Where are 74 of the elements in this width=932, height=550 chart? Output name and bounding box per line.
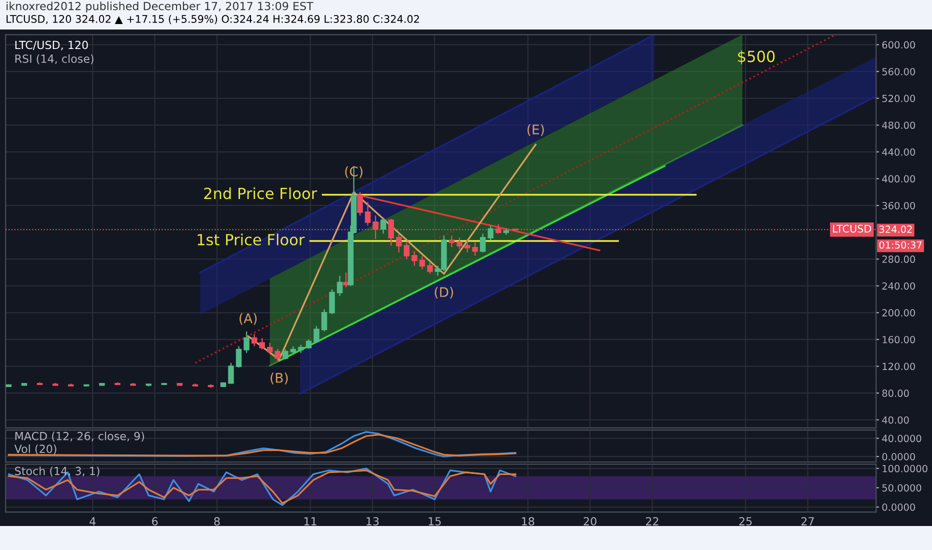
y-tick-label: 80.00	[882, 390, 909, 397]
y-tick-label: 50.0000	[882, 484, 922, 492]
y-tick-label: 240.00	[882, 282, 916, 290]
candlestick	[427, 262, 433, 274]
y-tick-label: 0.0000	[882, 504, 916, 511]
annotation: 2nd Price Floor	[204, 187, 318, 200]
annotation: $500	[738, 50, 775, 64]
candlestick	[396, 233, 402, 253]
candlestick	[306, 338, 312, 350]
x-tick-label: 4	[90, 517, 96, 526]
candlestick	[380, 216, 386, 234]
candlestick	[228, 362, 234, 384]
x-tick-label: 18	[522, 517, 534, 526]
text: 01:50:37	[879, 241, 922, 249]
annotation: Vol (20)	[14, 444, 56, 454]
ref-line-label: LTCUSD	[833, 224, 872, 233]
y-tick-label: 200.00	[882, 309, 916, 317]
candlestick	[364, 202, 371, 226]
chart-title: Stoch (14, 3, 1)	[15, 466, 100, 476]
text: 324.02	[879, 226, 912, 233]
x-tick-label: 27	[801, 517, 814, 526]
y-tick-label: 40.00	[882, 416, 909, 424]
x-tick-label: 13	[366, 517, 379, 526]
candlestick	[464, 240, 470, 253]
candlestick	[488, 225, 494, 241]
x-tick-label: 8	[214, 517, 220, 526]
annotation: RSI (14, close)	[15, 54, 94, 64]
candlestick	[448, 235, 455, 248]
chart-title: iknoxred2012 published December 17, 2017 13:09 EST	[6, 2, 314, 12]
candlestick	[336, 275, 343, 296]
x-tick-label: 11	[304, 517, 316, 526]
x-tick-label: 6	[152, 517, 158, 526]
y-tick-label: 160.00	[882, 336, 916, 344]
annotation: (E)	[527, 124, 544, 136]
candlestick	[357, 192, 363, 216]
candlestick	[419, 255, 426, 270]
y-tick-label: 480.00	[882, 122, 916, 129]
annotation: LTC/USD, 120	[15, 40, 88, 50]
candlestick	[412, 250, 418, 266]
y-tick-label: 120.00	[882, 362, 916, 370]
chart-subtitle: LTCUSD, 120 324.02 ▲ +17.15 (+5.59%) O:324.24 H:324.69 L:323.80 C:324.02	[6, 14, 419, 24]
y-tick-label: 440.00	[882, 148, 916, 156]
y-tick-label: 280.00	[882, 256, 916, 263]
y-tick-label: 0.0000	[882, 453, 916, 460]
candlestick	[472, 242, 478, 256]
annotation: 1st Price Floor	[198, 234, 305, 246]
annotation: (D)	[434, 286, 454, 299]
candlestick	[314, 326, 320, 344]
candlestick	[251, 334, 258, 347]
x-tick-label: 20	[584, 517, 596, 526]
y-tick-label: 560.00	[882, 68, 916, 76]
chart-title: MACD (12, 26, close, 9)	[15, 432, 144, 442]
candlestick	[404, 242, 410, 260]
y-tick-label: 40.0000	[882, 434, 922, 442]
y-tick-label: 520.00	[882, 94, 916, 102]
candlestick	[329, 288, 335, 315]
candlestick	[266, 342, 273, 355]
x-tick-label: 25	[739, 517, 752, 526]
candlestick	[259, 338, 265, 350]
x-tick-label: 22	[646, 517, 658, 526]
candlestick	[321, 308, 328, 332]
x-tick-label: 15	[428, 517, 441, 526]
candlestick	[282, 348, 288, 360]
candlestick	[480, 233, 486, 253]
y-tick-label: 400.00	[882, 175, 916, 183]
y-tick-label: 100.0000	[882, 464, 928, 472]
y-tick-label: 600.00	[882, 41, 916, 49]
candlestick	[456, 237, 462, 250]
annotation: (B)	[270, 372, 288, 384]
y-tick-label: 360.00	[882, 202, 916, 210]
candlestick	[236, 346, 242, 368]
annotation: (A)	[240, 313, 257, 325]
candlestick	[244, 330, 250, 354]
candlestick	[274, 348, 280, 362]
